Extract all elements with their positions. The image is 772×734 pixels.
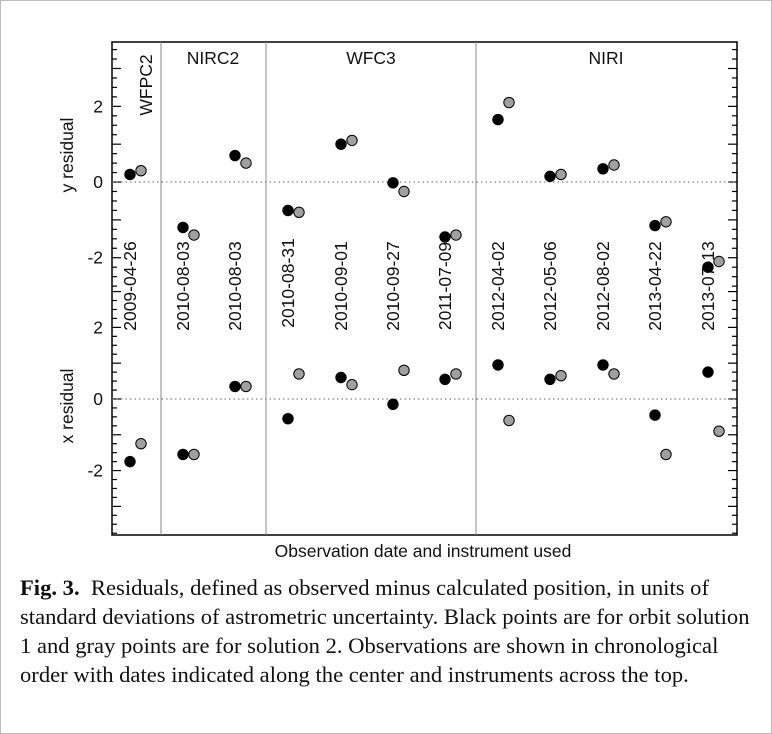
data-point-solution-2 [660,216,672,228]
data-point-solution-1 [544,170,556,183]
data-point-solution-2 [450,368,462,380]
y-tick-label: 2 [93,96,103,116]
data-point-solution-1 [492,113,504,126]
instrument-label-wfpc2: WFPC2 [136,54,156,115]
figure-caption: Fig. 3. Residuals, defined as observed m… [20,573,755,689]
data-point-solution-2 [555,168,567,181]
data-point-solution-2 [346,378,358,391]
data-point-solution-1 [124,455,136,468]
instrument-label-niri: NIRI [589,48,624,68]
data-point-solution-2 [398,185,410,198]
y-tick-label: 0 [93,172,103,192]
data-point-solution-2 [398,364,410,377]
date-label: 2009-04-26 [120,241,140,331]
data-point-solution-1 [649,219,661,232]
data-point-solution-2 [135,164,147,177]
data-point-solution-1 [124,168,136,181]
date-label: 2013-07-13 [698,241,718,331]
data-point-solution-2 [188,448,200,461]
data-point-solution-1 [544,373,556,385]
date-label: 2010-09-01 [331,241,351,331]
data-point-solution-2 [660,448,672,461]
date-label: 2012-08-02 [593,241,613,331]
data-point-solution-1 [597,163,609,175]
data-point-solution-2 [135,438,147,450]
date-label: 2010-08-03 [225,241,245,331]
plot-frame [111,41,738,536]
data-point-solution-2 [293,206,305,219]
date-label: 2010-08-31 [278,238,298,328]
data-point-solution-2 [503,414,515,427]
data-point-solution-1 [282,412,294,425]
date-label: 2012-05-06 [540,241,560,331]
data-point-solution-1 [492,359,504,371]
data-point-solution-2 [555,370,567,382]
data-point-solution-1 [597,359,609,371]
y-tick-label: -2 [87,461,103,481]
instrument-label-wfc3: WFC3 [346,48,396,68]
caption-text: Residuals, defined as observed minus cal… [20,575,750,687]
y-tick-label: -2 [87,248,103,268]
data-point-solution-2 [713,425,725,437]
date-label: 2013-04-22 [645,241,665,331]
data-point-solution-1 [282,204,294,217]
y-tick-label: 0 [93,389,103,409]
data-point-solution-1 [177,448,189,461]
data-point-solution-2 [713,255,725,268]
data-point-solution-1 [439,231,451,243]
data-point-solution-2 [608,368,620,380]
caption-label: Fig. 3. [20,575,80,600]
y-axis-label: y residual [57,118,77,193]
data-point-solution-2 [503,96,515,109]
data-point-solution-2 [240,380,252,393]
data-point-solution-2 [188,229,200,241]
date-label: 2011-07-09 [435,242,455,330]
y-axis-label: x residual [57,369,77,444]
data-point-solution-1 [387,398,399,411]
data-point-solution-2 [346,134,358,147]
data-point-solution-2 [293,368,305,380]
data-point-solution-1 [335,138,347,150]
data-point-solution-1 [229,380,241,393]
date-label: 2012-04-02 [488,241,508,331]
data-point-solution-1 [229,149,241,162]
x-axis-label: Observation date and instrument used [275,541,572,561]
instrument-label-nirc2: NIRC2 [187,48,240,68]
date-label: 2010-08-03 [173,241,193,331]
y-tick-label: 2 [93,317,103,337]
data-point-solution-1 [439,373,451,385]
data-point-solution-1 [335,371,347,384]
data-point-solution-1 [177,221,189,234]
data-point-solution-1 [649,409,661,421]
date-label: 2010-09-27 [383,241,403,331]
data-point-solution-1 [387,177,399,189]
data-point-solution-2 [240,157,252,169]
data-point-solution-2 [450,229,462,241]
data-point-solution-1 [702,261,714,273]
data-point-solution-2 [608,159,620,171]
data-point-solution-1 [702,366,714,378]
